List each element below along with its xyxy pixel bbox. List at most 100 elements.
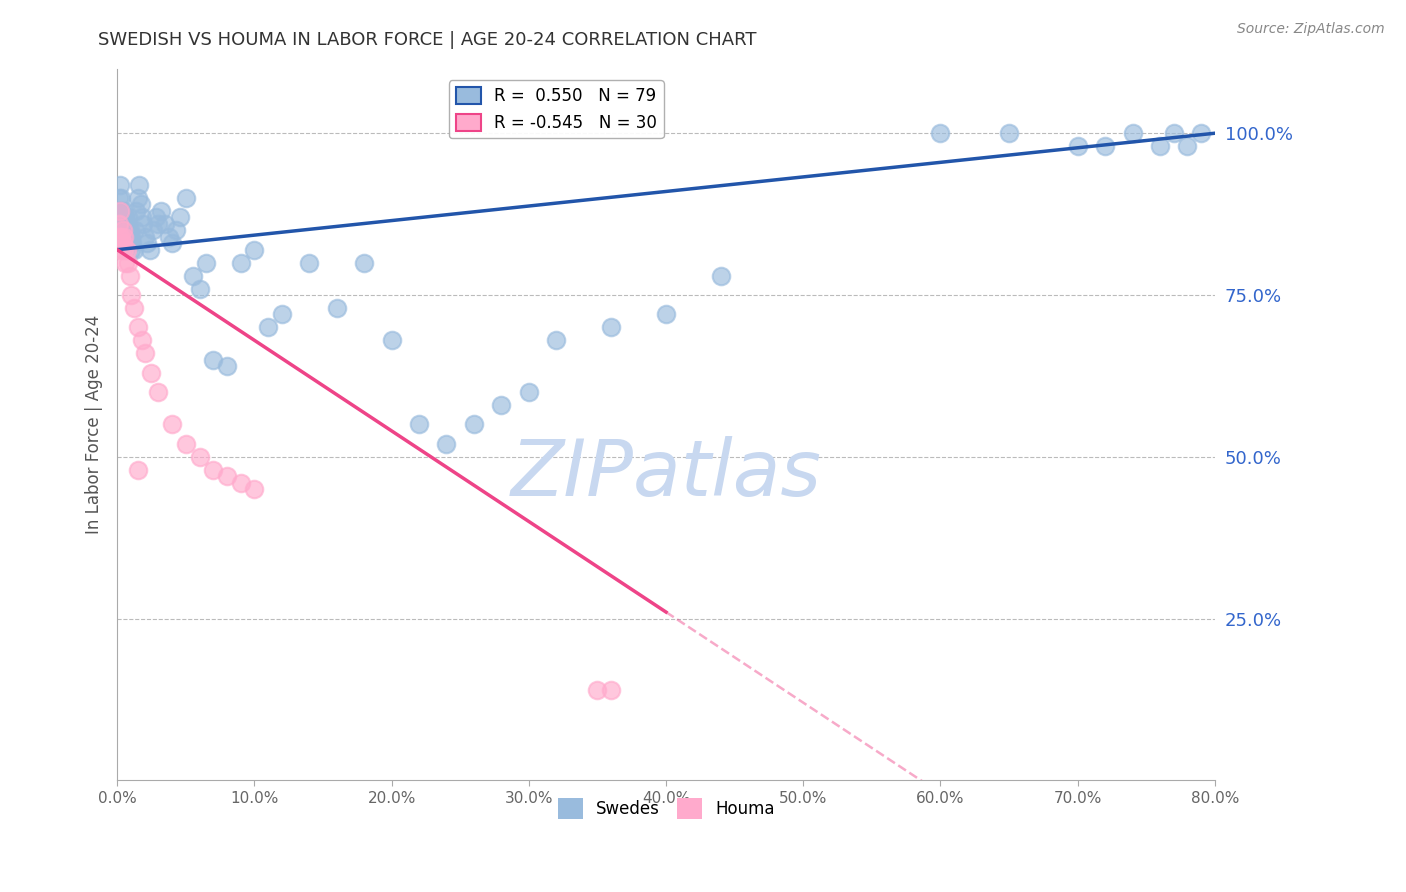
Swedes (108, 178, 131, 192)
Swedes (655, 307, 678, 321)
Swedes (110, 191, 132, 205)
Houma (110, 229, 132, 244)
Swedes (108, 203, 131, 218)
Houma (131, 333, 153, 347)
Swedes (120, 229, 142, 244)
Swedes (136, 236, 159, 251)
Houma (127, 463, 149, 477)
Swedes (111, 211, 134, 225)
Swedes (148, 217, 170, 231)
Swedes (229, 255, 252, 269)
Swedes (181, 268, 204, 283)
Swedes (121, 236, 143, 251)
Swedes (107, 203, 129, 218)
Houma (141, 366, 163, 380)
Houma (118, 268, 141, 283)
Swedes (142, 223, 165, 237)
Swedes (129, 197, 152, 211)
Swedes (110, 229, 132, 244)
Swedes (145, 211, 167, 225)
Swedes (118, 236, 141, 251)
Text: SWEDISH VS HOUMA IN LABOR FORCE | AGE 20-24 CORRELATION CHART: SWEDISH VS HOUMA IN LABOR FORCE | AGE 20… (98, 31, 756, 49)
Swedes (215, 359, 238, 374)
Swedes (120, 243, 142, 257)
Legend: Swedes, Houma: Swedes, Houma (551, 792, 782, 825)
Swedes (929, 126, 952, 140)
Swedes (110, 203, 132, 218)
Houma (148, 385, 170, 400)
Swedes (1163, 126, 1185, 140)
Swedes (1094, 139, 1116, 153)
Houma (117, 255, 139, 269)
Houma (111, 236, 134, 251)
Swedes (132, 217, 155, 231)
Swedes (125, 203, 148, 218)
Swedes (107, 217, 129, 231)
Swedes (114, 223, 136, 237)
Text: Source: ZipAtlas.com: Source: ZipAtlas.com (1237, 22, 1385, 37)
Swedes (202, 352, 225, 367)
Swedes (491, 398, 513, 412)
Houma (107, 217, 129, 231)
Swedes (112, 229, 135, 244)
Houma (586, 682, 609, 697)
Swedes (381, 333, 404, 347)
Text: ZIPatlas: ZIPatlas (510, 436, 821, 512)
Houma (160, 417, 183, 432)
Swedes (298, 255, 321, 269)
Swedes (115, 229, 138, 244)
Swedes (710, 268, 733, 283)
Swedes (112, 203, 135, 218)
Swedes (117, 223, 139, 237)
Swedes (195, 255, 218, 269)
Swedes (325, 301, 347, 315)
Houma (215, 469, 238, 483)
Swedes (155, 217, 177, 231)
Swedes (127, 191, 149, 205)
Swedes (165, 223, 187, 237)
Swedes (134, 229, 156, 244)
Swedes (270, 307, 292, 321)
Houma (114, 255, 136, 269)
Y-axis label: In Labor Force | Age 20-24: In Labor Force | Age 20-24 (86, 315, 103, 534)
Swedes (150, 203, 173, 218)
Houma (112, 243, 135, 257)
Houma (110, 243, 132, 257)
Swedes (124, 223, 146, 237)
Swedes (128, 178, 150, 192)
Swedes (1177, 139, 1199, 153)
Swedes (139, 243, 162, 257)
Swedes (600, 320, 623, 334)
Swedes (111, 223, 134, 237)
Houma (134, 346, 156, 360)
Houma (120, 288, 142, 302)
Houma (111, 223, 134, 237)
Swedes (131, 211, 153, 225)
Swedes (1121, 126, 1143, 140)
Houma (188, 450, 211, 464)
Swedes (463, 417, 485, 432)
Swedes (114, 211, 136, 225)
Houma (107, 229, 129, 244)
Swedes (115, 217, 138, 231)
Swedes (517, 385, 540, 400)
Swedes (169, 211, 191, 225)
Swedes (174, 191, 197, 205)
Swedes (122, 243, 145, 257)
Swedes (110, 217, 132, 231)
Swedes (353, 255, 375, 269)
Houma (115, 243, 138, 257)
Swedes (1149, 139, 1171, 153)
Swedes (436, 437, 458, 451)
Swedes (998, 126, 1021, 140)
Swedes (408, 417, 430, 432)
Swedes (107, 191, 129, 205)
Swedes (112, 217, 135, 231)
Houma (229, 475, 252, 490)
Houma (243, 482, 266, 496)
Houma (112, 229, 135, 244)
Swedes (257, 320, 280, 334)
Swedes (114, 236, 136, 251)
Swedes (243, 243, 266, 257)
Swedes (188, 281, 211, 295)
